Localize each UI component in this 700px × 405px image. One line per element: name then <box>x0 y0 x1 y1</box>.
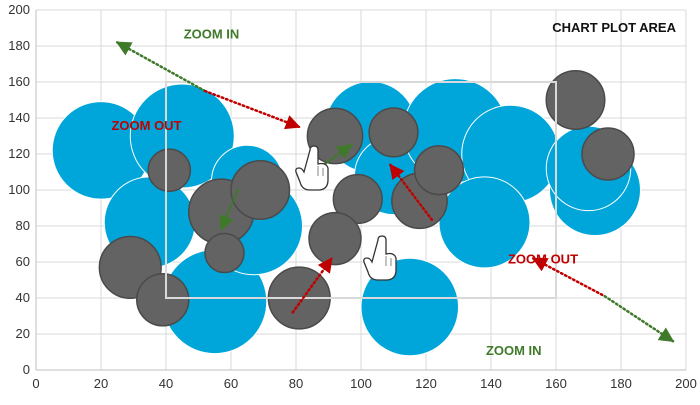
zoom-region-box <box>165 81 557 299</box>
x-tick-label: 140 <box>480 376 502 391</box>
bubble-blue <box>438 176 531 269</box>
x-tick-label: 120 <box>415 376 437 391</box>
pinch-hand-icon <box>295 145 329 191</box>
y-tick-label: 120 <box>8 146 30 161</box>
y-tick-label: 160 <box>8 74 30 89</box>
zoom-arrow <box>291 257 333 314</box>
axes: 0 20 40 60 80 100 120 140 160 180 200 0 20 40 60 80 100 1… <box>8 2 697 391</box>
zoom-arrow <box>389 163 434 222</box>
bubble-gray <box>308 211 362 266</box>
x-tick-label: 100 <box>350 376 372 391</box>
bubble-gray <box>204 232 245 274</box>
bubble-gray <box>136 273 190 327</box>
zoom-arrows <box>115 41 675 343</box>
y-tick-label: 20 <box>16 326 30 341</box>
annotation-label: ZOOM OUT <box>508 251 578 266</box>
bubble-gray <box>545 70 606 130</box>
y-tick-label: 200 <box>8 2 30 17</box>
annotation-label: ZOOM IN <box>486 343 542 358</box>
bubble-gray <box>230 160 291 220</box>
chart-title: CHART PLOT AREA <box>552 20 676 35</box>
x-tick-label: 180 <box>610 376 632 391</box>
zoom-arrow <box>531 257 606 298</box>
bubble-gray <box>581 127 635 181</box>
bubbles <box>51 70 641 357</box>
zoom-arrow <box>603 294 675 343</box>
pinch-hand-icon <box>363 235 397 281</box>
zoom-arrow <box>203 89 301 130</box>
hand-outline <box>363 235 397 281</box>
x-tick-label: 0 <box>32 376 39 391</box>
x-tick-label: 60 <box>224 376 238 391</box>
bubble-gray <box>332 173 383 225</box>
annotation-label: ZOOM OUT <box>111 118 181 133</box>
hand-outline <box>295 145 329 191</box>
annotation-label: ZOOM IN <box>184 26 240 41</box>
y-tick-label: 140 <box>8 110 30 125</box>
x-tick-label: 200 <box>675 376 697 391</box>
x-tick-label: 80 <box>289 376 303 391</box>
zoom-arrow <box>219 188 239 231</box>
x-tick-label: 40 <box>159 376 173 391</box>
zoom-arrow <box>115 41 207 93</box>
bubble-gray <box>413 145 465 196</box>
y-tick-label: 60 <box>16 254 30 269</box>
x-tick-label: 20 <box>94 376 108 391</box>
y-tick-label: 100 <box>8 182 30 197</box>
bubble-gray <box>368 107 419 158</box>
y-tick-label: 80 <box>16 218 30 233</box>
bubble-gray <box>147 148 192 193</box>
bubble-blue <box>360 257 459 357</box>
x-tick-label: 160 <box>545 376 567 391</box>
y-tick-label: 180 <box>8 38 30 53</box>
y-tick-label: 0 <box>23 362 30 377</box>
annotations: ZOOM IN ZOOM OUT ZOOM OUT ZOOM IN <box>111 26 578 358</box>
y-tick-label: 40 <box>16 290 30 305</box>
gesture-icons <box>295 145 397 281</box>
